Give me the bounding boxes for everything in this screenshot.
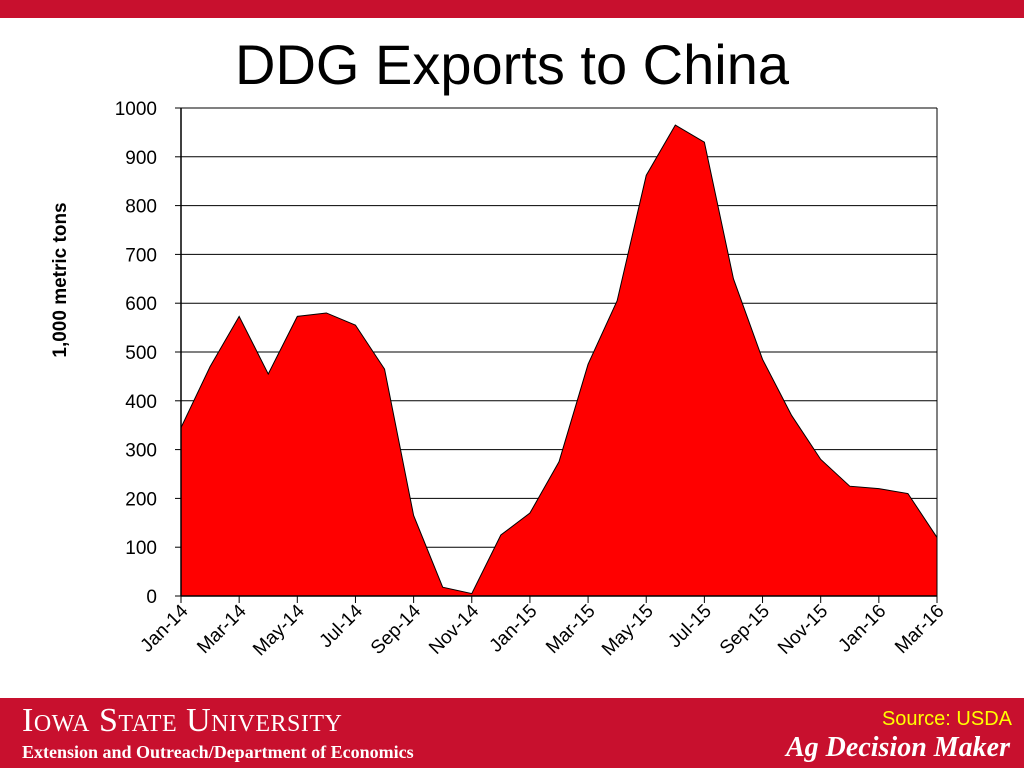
y-axis-label: 1,000 metric tons (50, 202, 71, 357)
x-tick-label: May-14 (249, 600, 309, 660)
y-tick-label: 200 (125, 489, 157, 510)
university-name: Iowa State University (22, 702, 343, 739)
x-tick-label: Sep-15 (716, 601, 774, 659)
series-area (180, 124, 938, 597)
x-tick-label: Jan-16 (834, 601, 890, 657)
y-tick-label: 400 (125, 392, 157, 413)
y-tick-label: 500 (125, 343, 157, 364)
top-accent-bar (0, 0, 1024, 18)
chart-title: DDG Exports to China (235, 33, 789, 96)
y-tick-label: 0 (146, 587, 157, 608)
area-series (180, 124, 938, 597)
y-tick-label: 100 (125, 538, 157, 559)
source-note: Source: USDA (881, 708, 1012, 730)
x-tick-label: Nov-15 (774, 601, 832, 659)
department-name: Extension and Outreach/Department of Eco… (22, 742, 414, 762)
y-tick-label: 800 (125, 197, 157, 218)
y-tick-label: 300 (125, 441, 157, 462)
x-tick-label: Jul-15 (664, 601, 715, 652)
x-tick-label: Mar-14 (193, 600, 251, 658)
x-tick-label: Jul-14 (316, 600, 368, 652)
x-tick-label: Jan-15 (486, 601, 542, 657)
y-tick-label: 900 (125, 148, 157, 169)
x-tick-label: Mar-15 (542, 601, 599, 658)
x-tick-label: Mar-16 (891, 601, 948, 658)
y-tick-label: 700 (125, 245, 157, 266)
brand-name: Ag Decision Maker (786, 732, 1010, 763)
x-tick-label: Nov-14 (425, 600, 483, 658)
x-tick-label: May-15 (598, 601, 658, 661)
x-tick-label: Jan-14 (137, 600, 193, 656)
y-tick-label: 600 (125, 294, 157, 315)
footer-bar: Iowa State University Extension and Outr… (0, 698, 1024, 768)
y-tick-labels: 0 100 200 300 400 500 600 700 800 900 1000 (115, 99, 181, 608)
y-tick-label: 1000 (115, 99, 157, 120)
x-tick-label: Sep-14 (367, 600, 425, 658)
